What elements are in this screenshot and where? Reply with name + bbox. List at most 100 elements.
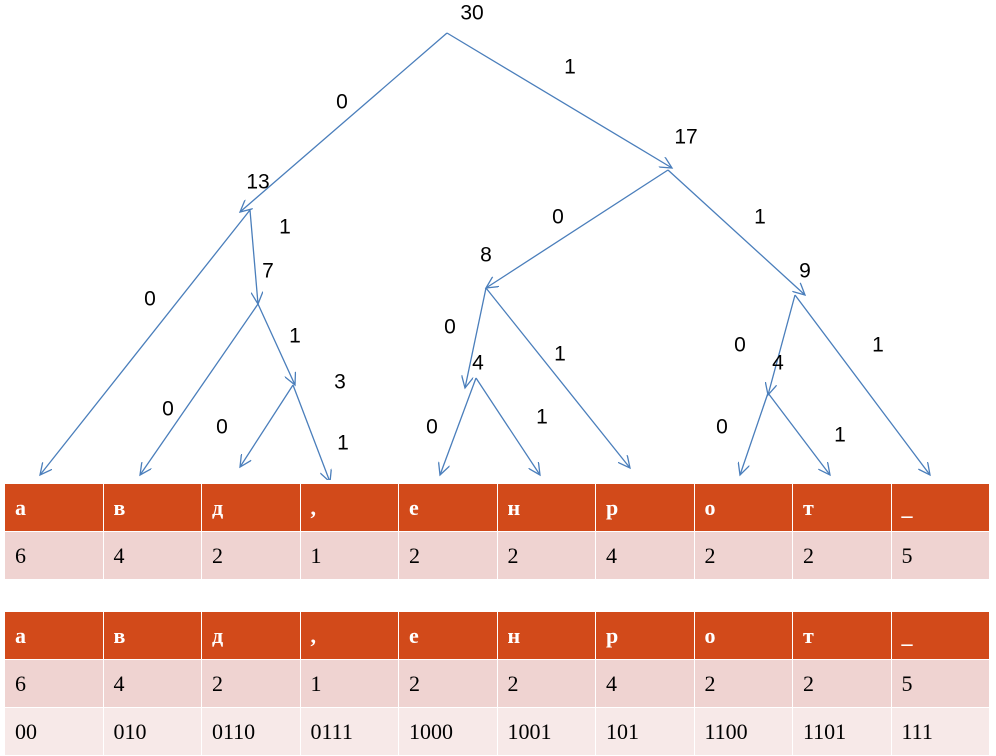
cell: н (496, 483, 596, 532)
cell: 2 (201, 531, 301, 580)
node-label: 13 (246, 171, 269, 194)
edge-label: 1 (564, 56, 576, 79)
cell: 2 (398, 531, 498, 580)
cell: , (299, 611, 399, 660)
cell: _ (890, 483, 990, 532)
edge (768, 294, 796, 395)
cell: а (4, 611, 104, 660)
edge-label: 0 (716, 416, 728, 439)
cell: в (102, 483, 202, 532)
edge-label: 0 (552, 206, 564, 229)
edge-label: 1 (754, 206, 766, 229)
cell: 2 (792, 531, 892, 580)
cell: д (201, 483, 301, 532)
edge-label: 0 (444, 316, 456, 339)
cell: д (201, 611, 301, 660)
edge-label: 0 (216, 416, 228, 439)
edge (440, 377, 477, 475)
edge-label: 0 (734, 334, 746, 357)
cell: р (595, 611, 695, 660)
cell: т (792, 611, 892, 660)
cell: 2 (398, 659, 498, 708)
edge-label: 1 (536, 406, 548, 429)
cell: 1001 (496, 707, 596, 756)
cell: 4 (102, 531, 202, 580)
edge-label: 1 (872, 334, 884, 357)
cell: а (4, 483, 104, 532)
tree: 0 1 0 1 0 1 0 1 0 1 0 1 0 1 0 1 0 1 30 13 17 7 8 9 3 4 4 (0, 2, 996, 480)
edge (794, 294, 930, 475)
node-label: 3 (334, 371, 346, 394)
edge (249, 209, 258, 304)
table: а в д, е н р о т _ 6 4 2 1 2 2 4 2 2 5 (4, 483, 990, 580)
node-label: 17 (674, 126, 697, 149)
cell: 2 (792, 659, 892, 708)
edge-label: 1 (289, 325, 301, 348)
cell: 4 (595, 659, 695, 708)
edge-label: 0 (426, 416, 438, 439)
cell: 1100 (693, 707, 793, 756)
edge (486, 169, 669, 288)
table: а в д, е н р о т _ 6 4 2 1 2 2 4 2 2 5 00 010 0110 0111 1000 100… (4, 611, 990, 756)
edge (257, 303, 295, 385)
edge (767, 392, 830, 475)
node-label: 8 (480, 244, 492, 267)
cell: 2 (496, 659, 596, 708)
edge (240, 32, 448, 212)
cell: 1101 (792, 707, 892, 756)
cell: 111 (890, 707, 990, 756)
edge-label: 0 (336, 91, 348, 114)
edge (465, 287, 487, 388)
table-row: а в д, е н р о т _ (4, 611, 990, 660)
cell: о (693, 483, 793, 532)
edge (485, 287, 630, 468)
cell: 2 (496, 531, 596, 580)
edge (446, 32, 672, 168)
cell: т (792, 483, 892, 532)
node-label: 4 (772, 352, 784, 375)
cell: 010 (102, 707, 202, 756)
cell: е (398, 611, 498, 660)
cell: , (299, 483, 399, 532)
cell: 1 (299, 531, 399, 580)
edge-label: 1 (554, 343, 566, 366)
cell: 2 (693, 531, 793, 580)
edge (40, 209, 251, 475)
edge-label: 1 (834, 424, 846, 447)
cell: н (496, 611, 596, 660)
table-row: 00 010 0110 0111 1000 1001 101 1100 1101 111 (4, 707, 990, 756)
node-label: 7 (262, 260, 274, 283)
node-label: 4 (472, 352, 484, 375)
edge-label: 1 (279, 216, 291, 239)
edge (740, 392, 769, 475)
cell: р (595, 483, 695, 532)
cell: 6 (4, 659, 104, 708)
edge (140, 303, 259, 475)
cell: 4 (595, 531, 695, 580)
edge-label: 1 (337, 432, 349, 455)
node-label: 9 (799, 260, 811, 283)
cell: в (102, 611, 202, 660)
edge-label: 0 (162, 398, 174, 421)
cell: о (693, 611, 793, 660)
cell: 6 (4, 531, 104, 580)
cell: 1000 (398, 707, 498, 756)
edge (240, 384, 294, 467)
cell: 0110 (201, 707, 301, 756)
cell: е (398, 483, 498, 532)
cell: 101 (595, 707, 695, 756)
table-row: а в д, е н р о т _ (4, 483, 990, 532)
cell: 2 (693, 659, 793, 708)
edge (292, 384, 330, 480)
cell: 0111 (299, 707, 399, 756)
cell: 5 (890, 659, 990, 708)
cell: 4 (102, 659, 202, 708)
node-label: 30 (460, 2, 483, 25)
cell: 5 (890, 531, 990, 580)
edge (475, 377, 540, 475)
edge-label: 0 (144, 288, 156, 311)
cell: _ (890, 611, 990, 660)
